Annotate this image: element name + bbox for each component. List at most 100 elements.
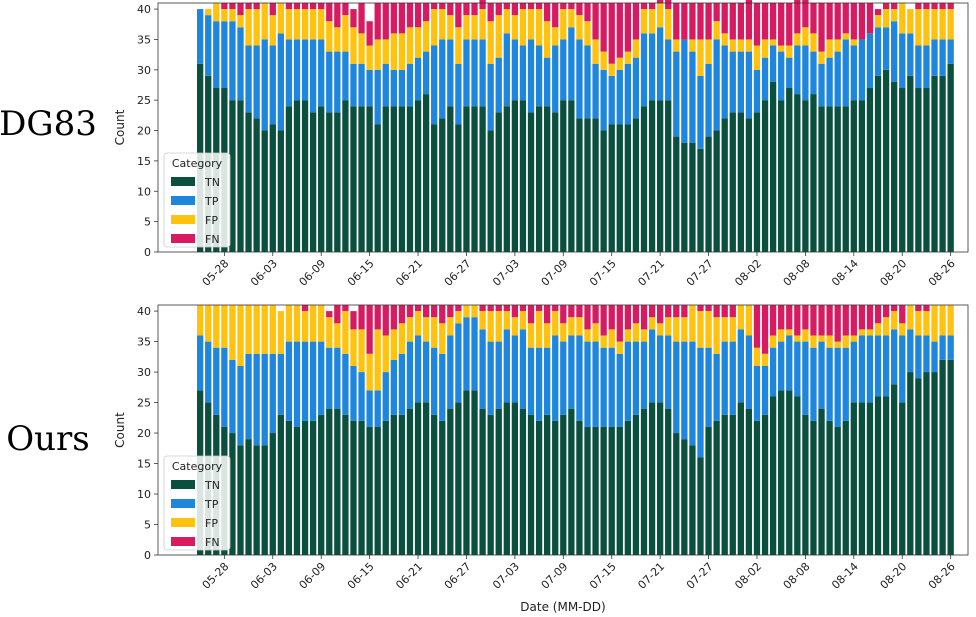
bar-segment-tp [842, 39, 849, 107]
bar-segment-tp [342, 353, 349, 415]
bar-segment-tn [753, 112, 761, 252]
bar-segment-fp [463, 15, 470, 40]
bar-segment-tp [374, 69, 381, 125]
bar-segment-tn [866, 402, 874, 555]
bar-segment-fn [721, 305, 728, 318]
bar-segment-tp [923, 45, 930, 89]
bar-segment-tn [882, 69, 890, 252]
bar-segment-fn [455, 3, 462, 28]
bar-segment-fn [382, 305, 389, 336]
bar-segment-tn [899, 88, 906, 253]
x-tick-label: 05-28 [200, 257, 232, 289]
bar-segment-tn [673, 136, 680, 252]
bar-segment-tp [697, 347, 704, 458]
bar-segment-tp [382, 63, 389, 107]
bar-segment-fp [939, 9, 946, 40]
bar-segment-fn [818, 305, 825, 336]
bar-segment-fp [309, 9, 317, 40]
bar-segment-tn [342, 414, 349, 555]
legend-swatch-tp [171, 499, 195, 508]
y-tick-label: 30 [137, 366, 151, 379]
x-tick-label: 08-20 [878, 560, 910, 592]
bar-segment-tp [632, 57, 640, 119]
bar-segment-tp [358, 63, 365, 107]
bar-segment-fn [350, 9, 357, 28]
bar-segment-fp [414, 311, 422, 336]
y-tick-label: 10 [137, 488, 151, 501]
bar-segment-tp [794, 45, 801, 95]
bar-segment-tn [350, 106, 357, 253]
legend-title: Category [172, 157, 223, 170]
bar-segment-fn [826, 3, 833, 40]
bar-segment-fp [221, 305, 228, 348]
bar-segment-fn [406, 305, 414, 318]
legend-label-tn: TN [204, 176, 220, 189]
bar-segment-tn [697, 457, 704, 555]
x-tick-label: 07-03 [490, 560, 522, 592]
bar-segment-fn [648, 3, 656, 10]
bar-segment-tp [608, 347, 615, 427]
bar-segment-fp [293, 305, 301, 342]
bar-segment-tn [753, 420, 761, 555]
bar-segment-tp [253, 353, 260, 446]
bar-segment-tp [197, 9, 204, 64]
bars [197, 305, 954, 555]
bar-segment-tn [810, 94, 817, 252]
bar-segment-tp [640, 33, 648, 107]
bar-segment-fp [947, 9, 954, 40]
bar-segment-tn [931, 372, 938, 555]
bar-segment-tp [221, 21, 228, 89]
bar-segment-fp [923, 9, 930, 46]
bar-segment-tn [301, 100, 309, 252]
bar-segment-tn [689, 445, 696, 555]
bar-segment-tn [269, 124, 276, 252]
bar-segment-tp [439, 39, 446, 119]
bar-segment-fn [850, 305, 857, 336]
bar-segment-fn [334, 3, 341, 28]
bar-segment-fn [778, 305, 785, 330]
bar-segment-fn [705, 3, 712, 40]
bar-segment-fn [769, 3, 777, 40]
bar-segment-fp [560, 9, 567, 40]
legend: Category TN TP FP FN [163, 455, 231, 551]
bar-segment-fp [600, 335, 607, 348]
bar-segment-tp [495, 57, 502, 113]
bar-segment-tp [350, 365, 357, 421]
bar-segment-tp [471, 39, 478, 107]
bar-segment-fp [737, 39, 744, 52]
bar-segment-tn [479, 106, 486, 253]
bar-segment-tn [729, 112, 736, 252]
bar-segment-tp [721, 45, 728, 119]
legend-swatch-fn [171, 537, 195, 546]
bar-segment-fn [422, 3, 430, 22]
bar-segment-fn [358, 305, 365, 330]
bar-segment-fp [350, 27, 357, 64]
bar-segment-fn [398, 3, 406, 34]
x-tick-label: 08-14 [829, 257, 861, 289]
bar-segment-tp [850, 45, 857, 101]
bar-segment-tp [245, 353, 252, 440]
bar-segment-tn [608, 124, 615, 252]
bar-segment-fn [713, 305, 720, 318]
bar-segment-tp [390, 359, 397, 415]
bar-segment-fn [592, 3, 599, 40]
y-tick-label: 0 [144, 246, 151, 259]
bar-segment-fn [527, 305, 535, 324]
bar-segment-tn [261, 130, 268, 252]
bar-segment-fp [834, 39, 841, 52]
bar-segment-tp [439, 353, 446, 421]
bar-segment-tn [866, 88, 874, 253]
bar-segment-fp [713, 317, 720, 354]
bar-segment-fp [422, 317, 430, 342]
bar-segment-fp [471, 305, 478, 318]
bar-segment-tp [834, 51, 841, 107]
bar-segment-tp [293, 39, 301, 101]
bar-segment-fn [544, 305, 551, 324]
bar-segment-tp [584, 341, 591, 427]
x-tick-label: 06-27 [442, 257, 474, 289]
bar-segment-tn [334, 408, 341, 555]
bar-segment-fp [769, 39, 777, 46]
y-tick-label: 30 [137, 64, 151, 77]
bar-segment-fn [519, 305, 527, 312]
bar-segment-tp [608, 75, 615, 125]
